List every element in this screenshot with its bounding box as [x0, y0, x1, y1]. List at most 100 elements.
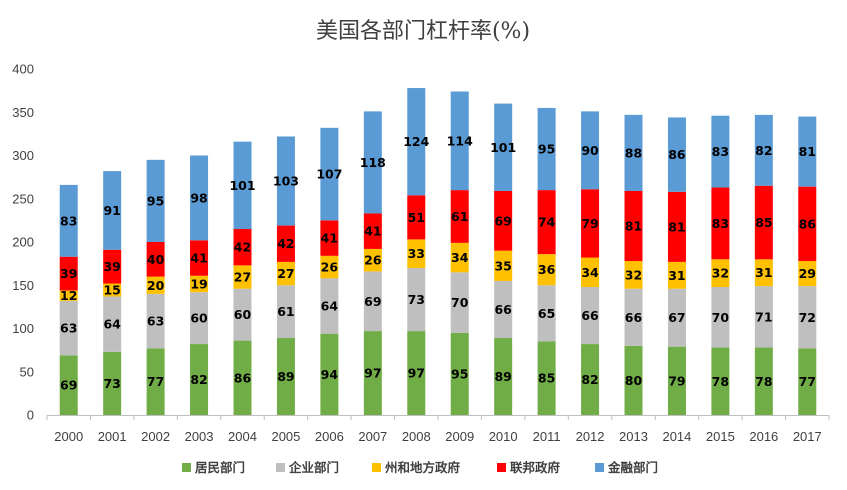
- y-axis: 0 50 100 150 200 250 300 350 400: [12, 62, 34, 423]
- bar-segment: [711, 187, 730, 260]
- data-label: 31: [755, 265, 772, 280]
- bar-segment: [146, 159, 165, 242]
- bar-segment: [798, 116, 817, 187]
- data-label: 81: [668, 219, 685, 234]
- bar-segment: [798, 261, 817, 287]
- data-label: 64: [321, 299, 339, 314]
- data-label: 94: [321, 367, 339, 382]
- data-label: 97: [364, 366, 381, 381]
- bar-segment: [798, 348, 817, 415]
- x-tick-label: 2017: [793, 429, 822, 444]
- y-tick-label: 400: [12, 62, 34, 77]
- y-tick-label: 200: [12, 235, 34, 250]
- bar-segment: [667, 288, 686, 347]
- data-label: 29: [799, 266, 816, 281]
- data-label: 42: [234, 240, 251, 255]
- bar-segment: [103, 296, 122, 352]
- data-label: 124: [403, 134, 429, 149]
- data-label: 83: [60, 213, 77, 228]
- data-label: 41: [364, 224, 381, 239]
- bar-segment: [494, 280, 513, 339]
- data-label: 101: [229, 178, 255, 193]
- bar-segment: [59, 300, 78, 356]
- bar-segment: [407, 195, 426, 240]
- bar-segment: [711, 259, 730, 287]
- bar-segment: [276, 225, 295, 262]
- bar-segment: [754, 286, 773, 348]
- legend-swatch: [497, 463, 506, 472]
- y-tick-label: 0: [27, 408, 34, 423]
- data-label: 69: [494, 213, 511, 228]
- data-label: 69: [364, 294, 381, 309]
- bar-segment: [581, 189, 600, 258]
- y-tick-label: 350: [12, 105, 34, 120]
- data-label: 34: [581, 265, 599, 280]
- data-label: 79: [668, 373, 685, 388]
- bar-segment: [59, 184, 78, 257]
- data-label: 86: [668, 147, 686, 162]
- data-label: 12: [60, 288, 77, 303]
- bar-segment: [320, 278, 339, 334]
- bar-segment: [754, 347, 773, 415]
- bar-segment: [494, 103, 513, 191]
- y-tick-label: 250: [12, 191, 34, 206]
- data-label: 64: [103, 317, 121, 332]
- x-tick-label: 2004: [228, 429, 257, 444]
- data-label: 26: [321, 260, 339, 275]
- bar-segment: [581, 257, 600, 287]
- bar-segment: [320, 220, 339, 256]
- data-label: 60: [234, 307, 252, 322]
- bar-segment: [581, 286, 600, 345]
- data-label: 39: [60, 266, 77, 281]
- bar-segment: [537, 254, 556, 286]
- legend-label: 金融部门: [607, 460, 658, 475]
- y-tick-label: 100: [12, 321, 34, 336]
- bar-segment: [363, 111, 382, 214]
- data-label: 83: [712, 144, 729, 159]
- bar-segment: [624, 114, 643, 191]
- x-tick-label: 2007: [358, 429, 387, 444]
- bar-segment: [233, 229, 252, 266]
- data-label: 95: [538, 142, 555, 157]
- bar-segment: [233, 340, 252, 415]
- data-label: 66: [625, 310, 643, 325]
- bar-segment: [754, 114, 773, 186]
- data-label: 82: [190, 372, 207, 387]
- legend-swatch: [595, 463, 604, 472]
- data-label: 78: [712, 374, 729, 389]
- data-label: 79: [581, 216, 598, 231]
- bar-segment: [754, 259, 773, 287]
- legend-swatch: [182, 463, 191, 472]
- data-label: 107: [316, 167, 342, 182]
- bar-segment: [667, 346, 686, 415]
- data-label: 32: [712, 266, 729, 281]
- bar-segment: [103, 283, 122, 297]
- x-tick-label: 2008: [402, 429, 431, 444]
- bar-segment: [407, 267, 426, 332]
- data-label: 40: [147, 252, 165, 267]
- bar-segment: [363, 248, 382, 272]
- bar-segment: [276, 338, 295, 415]
- data-label: 85: [755, 215, 772, 230]
- bar-segment: [537, 190, 556, 255]
- bars-layer: [59, 88, 817, 415]
- bar-segment: [537, 107, 556, 191]
- data-label: 86: [234, 370, 252, 385]
- legend-label: 居民部门: [195, 460, 245, 475]
- data-label: 36: [538, 262, 556, 277]
- data-label: 15: [103, 283, 120, 298]
- bar-segment: [624, 345, 643, 415]
- bar-segment: [624, 190, 643, 262]
- data-label: 32: [625, 267, 642, 282]
- y-tick-label: 300: [12, 148, 34, 163]
- data-label: 39: [103, 259, 120, 274]
- data-label: 85: [538, 371, 555, 386]
- bar-segment: [494, 338, 513, 415]
- bar-segment: [276, 261, 295, 286]
- data-label: 67: [668, 310, 685, 325]
- bar-segment: [798, 286, 817, 349]
- bar-segment: [320, 127, 339, 221]
- data-label: 89: [277, 369, 294, 384]
- bar-segment: [537, 285, 556, 342]
- data-label: 61: [451, 209, 468, 224]
